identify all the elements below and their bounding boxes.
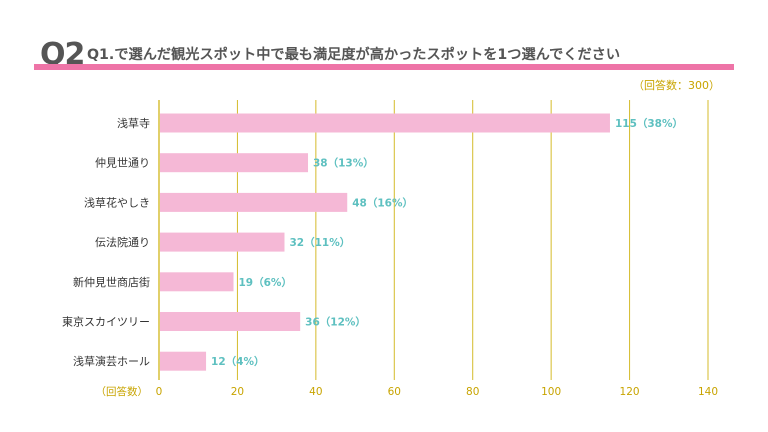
x-axis-label: （回答数）: [96, 385, 149, 398]
x-tick-label: 140: [698, 386, 718, 398]
value-label: 36（12%）: [305, 316, 366, 329]
value-label: 32（11%）: [289, 236, 350, 249]
bar: [160, 192, 348, 212]
category-label: 新仲見世商店街: [73, 275, 150, 289]
x-tick-label: 40: [309, 386, 322, 398]
bar: [160, 232, 285, 252]
value-label: 12（4%）: [211, 355, 264, 368]
value-label: 48（16%）: [352, 196, 413, 209]
value-label: 38（13%）: [313, 157, 374, 170]
x-tick-label: 80: [466, 386, 479, 398]
category-label: 伝法院通り: [95, 235, 150, 249]
question-title: Q1.で選んだ観光スポット中で最も満足度が高かったスポットを1つ選んでください: [87, 47, 621, 63]
category-label: 浅草演芸ホール: [73, 354, 150, 368]
title-underline-bar: [34, 64, 734, 70]
bar: [160, 312, 301, 331]
bar: [160, 351, 207, 371]
x-tick-label: 120: [620, 386, 640, 398]
respondent-count: （回答数：300）: [633, 79, 720, 92]
bar: [160, 153, 309, 173]
x-tick-label: 60: [388, 386, 401, 398]
x-tick-label: 100: [541, 386, 561, 398]
value-label: 19（6%）: [239, 276, 292, 289]
bar: [160, 272, 234, 292]
x-tick-label: 0: [156, 386, 163, 398]
bar: [160, 113, 610, 133]
x-tick-label: 20: [231, 386, 244, 398]
value-label: 115（38%）: [615, 117, 683, 130]
category-label: 仲見世通り: [95, 156, 150, 170]
category-label: 浅草寺: [117, 117, 150, 130]
category-label: 浅草花やしき: [84, 196, 150, 209]
category-label: 東京スカイツリー: [62, 315, 150, 329]
